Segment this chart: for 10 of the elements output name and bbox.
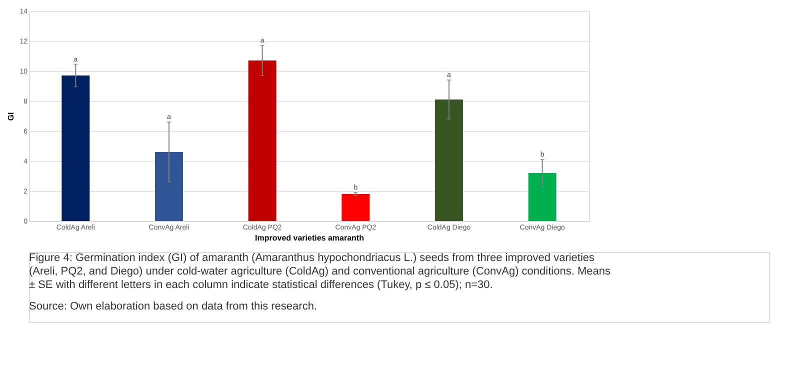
bar <box>342 194 370 221</box>
bar <box>528 173 556 221</box>
bar <box>155 152 183 221</box>
source-note: Source: Own elaboration based on data from this research. <box>29 300 317 312</box>
bar <box>248 60 276 221</box>
bar <box>435 100 463 221</box>
bar <box>62 76 90 221</box>
caption: Figure 4: Germination index (GI) of amaranth (Amaranthus hypochondriacus L.) seeds from three improved varieties (Areli, PQ2, and Diego) under cold-water agriculture (ColdAg) and conventional agriculture (ConvAg) conditions. Means ± SE with different letters in each column indicate statistical differences (Tukey, p ≤ 0.05); n=30. <box>29 252 611 291</box>
x-axis-title: Improved varieties amaranth <box>255 234 364 242</box>
y-axis-title: GI <box>6 112 16 121</box>
